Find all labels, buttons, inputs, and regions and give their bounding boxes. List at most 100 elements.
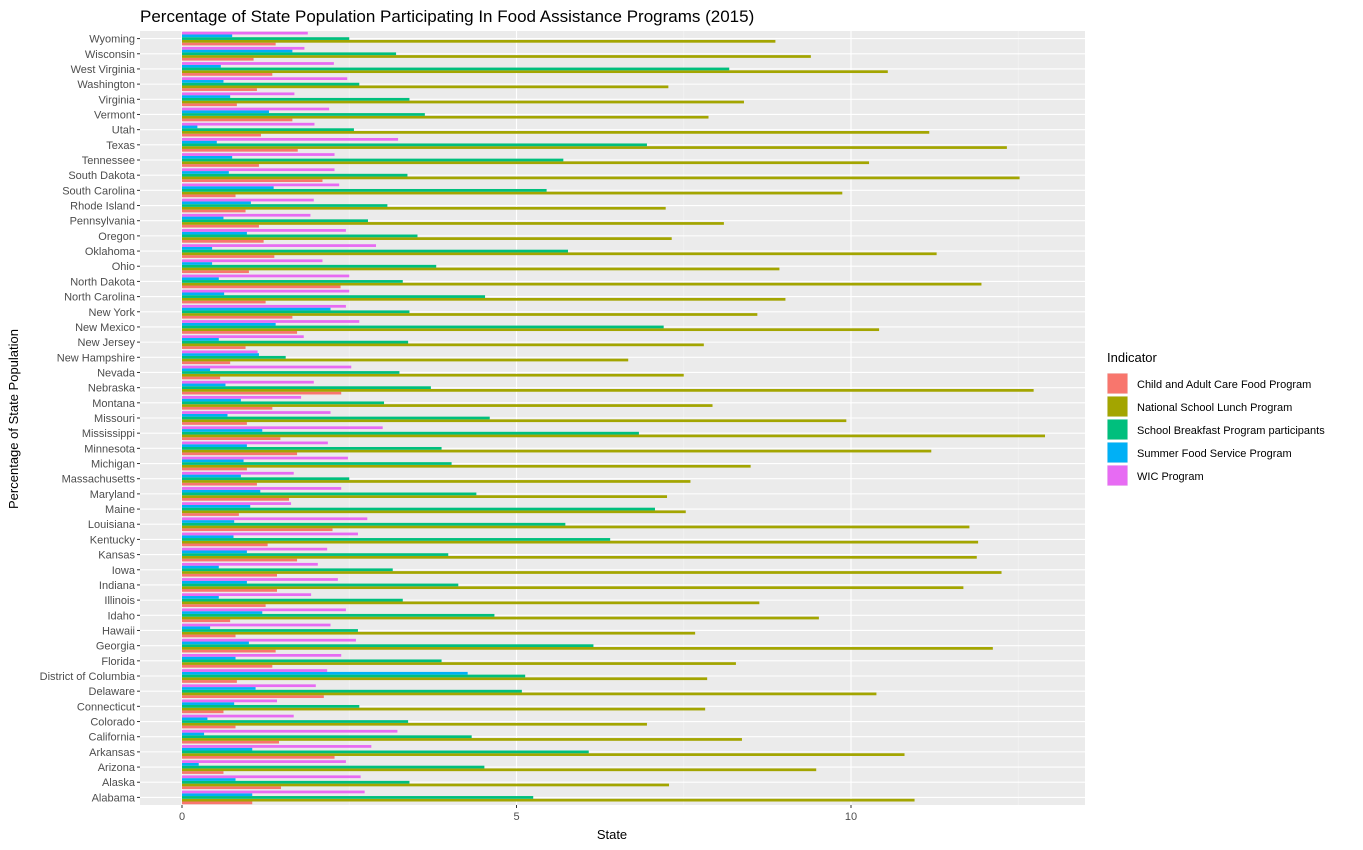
bar [182, 489, 261, 493]
bar [182, 419, 847, 423]
bar [182, 801, 253, 805]
y-tick-label: Tennessee [82, 155, 135, 167]
bar [182, 525, 970, 529]
bar [182, 313, 758, 316]
bar [182, 623, 331, 627]
bar [182, 553, 449, 556]
bar [182, 194, 236, 198]
y-tick-label: South Dakota [68, 170, 136, 182]
y-tick-label: Illinois [104, 595, 135, 607]
bar [182, 322, 276, 326]
bar [182, 416, 490, 420]
bar [182, 191, 843, 195]
bar [182, 110, 269, 114]
bar [182, 376, 221, 380]
bar [182, 198, 314, 202]
y-tick-label: New Hampshire [57, 352, 135, 364]
bar [182, 702, 235, 705]
bar [182, 267, 780, 271]
y-tick-label: Rhode Island [70, 201, 135, 213]
bar [182, 462, 452, 465]
bar [182, 353, 259, 356]
bar [182, 629, 358, 632]
x-tick-label: 0 [179, 811, 185, 823]
bar [182, 611, 263, 614]
bar [182, 477, 350, 481]
bar [182, 656, 236, 660]
y-tick-label: Virginia [99, 94, 136, 106]
bar [182, 437, 281, 441]
bar [182, 535, 234, 539]
bar [182, 783, 670, 787]
y-tick-label: South Carolina [62, 185, 136, 197]
bar [182, 641, 249, 645]
y-tick-label: Alaska [102, 777, 136, 789]
bar [182, 710, 224, 714]
y-tick-label: North Carolina [64, 292, 136, 304]
bar [182, 386, 431, 390]
bar [182, 100, 744, 104]
bar [182, 456, 348, 460]
y-tick-label: Montana [92, 398, 136, 410]
bar [182, 64, 221, 68]
bar [182, 209, 246, 213]
bar [182, 771, 224, 774]
y-tick-label: Alabama [92, 792, 136, 804]
bar [182, 239, 264, 243]
legend-label: Child and Adult Care Food Program [1137, 379, 1311, 391]
bar [182, 571, 1002, 574]
bar [182, 350, 258, 354]
bar [182, 750, 589, 754]
bar [182, 368, 211, 372]
bar [182, 282, 982, 286]
y-tick-label: Iowa [112, 565, 136, 577]
bar [182, 146, 1007, 149]
y-tick-label: North Dakota [70, 276, 136, 288]
bar [182, 295, 486, 298]
bar [182, 380, 314, 384]
bar [182, 586, 964, 590]
y-tick-label: Kansas [98, 550, 135, 562]
y-tick-label: Connecticut [77, 701, 135, 713]
bar [182, 280, 403, 283]
bar [182, 550, 247, 554]
bar [182, 671, 468, 675]
bar [182, 92, 295, 96]
bar [182, 171, 229, 174]
bar [182, 222, 724, 225]
y-tick-label: District of Columbia [40, 671, 136, 683]
bar [182, 431, 639, 435]
bar [182, 507, 655, 511]
bar [182, 346, 246, 349]
y-tick-label: Wyoming [89, 34, 135, 46]
bar [182, 406, 273, 410]
legend-label: National School Lunch Program [1137, 402, 1292, 414]
bar [182, 449, 932, 453]
bar [182, 358, 629, 362]
legend-label: WIC Program [1137, 471, 1204, 483]
bar [182, 653, 342, 657]
bar [182, 796, 534, 799]
bar [182, 725, 236, 729]
bar [182, 487, 342, 490]
bar [182, 444, 247, 447]
bar [182, 133, 261, 137]
bar [182, 274, 350, 278]
bar [182, 593, 312, 597]
bar [182, 562, 318, 566]
y-tick-label: Nebraska [88, 383, 136, 395]
bar [182, 704, 360, 708]
bar [182, 714, 294, 718]
bar [182, 355, 286, 359]
bar [182, 747, 253, 751]
bar [182, 34, 233, 38]
bar [182, 373, 684, 377]
bar [182, 669, 328, 672]
bar [182, 775, 361, 779]
bar [182, 687, 256, 690]
bar [182, 778, 236, 781]
bar [182, 732, 205, 736]
bar [182, 434, 1046, 438]
bar [182, 616, 819, 620]
